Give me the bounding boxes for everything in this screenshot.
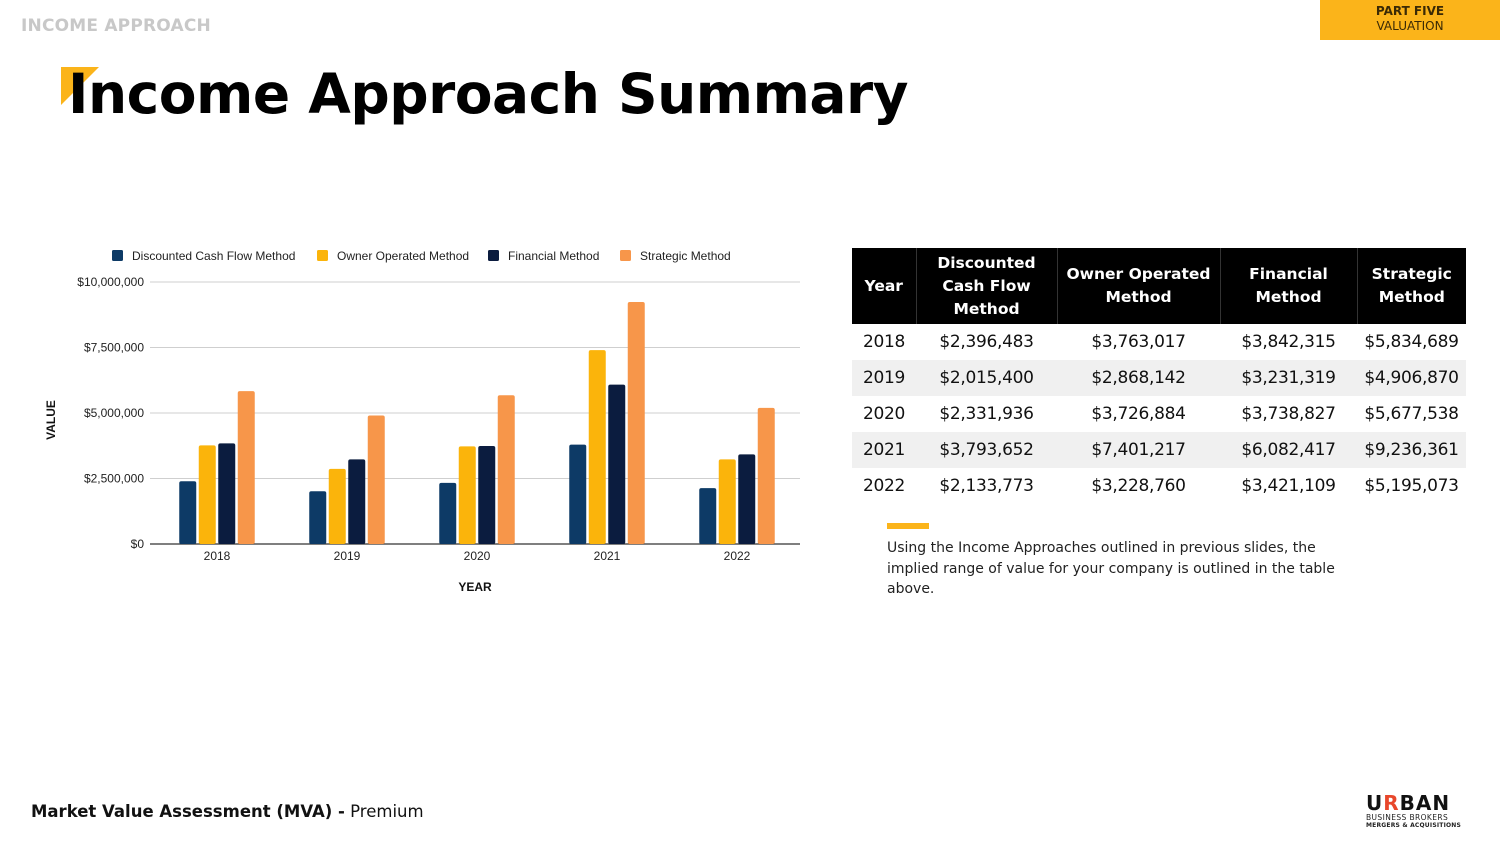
bar-strategic-method-2019 [367,415,385,544]
logo-line2: MERGERS & ACQUISITIONS [1366,822,1462,829]
bar-discounted-cash-flow-method-2018 [179,481,197,544]
note-text: Using the Income Approaches outlined in … [887,540,1335,597]
part-badge: PART FIVE VALUATION [1320,0,1500,40]
cell-value: $3,421,109 [1241,476,1336,496]
y-axis-title: VALUE [44,400,58,440]
x-tick-label: 2020 [464,549,491,563]
bar-owner-operated-method-2018 [198,445,216,544]
cell-value: $4,906,870 [1357,360,1466,396]
table-header-row: Year Discounted Cash Flow Method Owner O… [852,248,1466,324]
y-tick-label: $10,000,000 [77,275,144,289]
bar-owner-operated-method-2022 [718,459,736,544]
bar-discounted-cash-flow-method-2022 [699,488,717,544]
bar-discounted-cash-flow-method-2021 [569,444,587,544]
cell-value: $6,082,417 [1220,432,1357,468]
bar-strategic-method-2020 [497,395,515,544]
y-tick-label: $0 [131,537,145,551]
cell-value: $5,677,538 [1364,404,1459,424]
legend-swatch [317,250,328,261]
bar-financial-method-2018 [218,443,236,544]
table-row: 2021 $3,793,652 $7,401,217 $6,082,417 $9,236… [852,432,1466,468]
cell-value: $3,738,827 [1241,404,1336,424]
bar-discounted-cash-flow-method-2019 [309,491,327,544]
bar-financial-method-2019 [348,459,366,544]
x-tick-label: 2019 [334,549,361,563]
table-row: 2020 $2,331,936 $3,726,884 $3,738,827 $5,677… [852,396,1466,432]
cell-value: $2,868,142 [1057,360,1220,396]
bar-owner-operated-method-2019 [328,468,346,544]
cell-value: $3,842,315 [1241,332,1336,352]
header-strategic: Strategic Method [1356,248,1466,324]
company-logo: URBAN BUSINESS BROKERS MERGERS & ACQUISI… [1366,793,1474,831]
x-tick-label: 2021 [594,549,621,563]
bar-strategic-method-2018 [237,391,255,544]
legend-label: Strategic Method [640,249,731,263]
x-tick-label: 2018 [204,549,231,563]
bar-owner-operated-method-2021 [588,350,606,544]
legend-label: Owner Operated Method [337,249,469,263]
logo-wordmark: URBAN [1366,791,1451,815]
cell-value: $3,228,760 [1091,476,1186,496]
footer: Market Value Assessment (MVA) - Premium [31,802,424,821]
bar-strategic-method-2022 [757,407,775,544]
y-tick-label: $5,000,000 [84,406,144,420]
cell-value: $2,015,400 [916,360,1057,396]
cell-value: $3,231,319 [1220,360,1357,396]
x-axis-title: YEAR [458,580,492,594]
section-label: INCOME APPROACH [21,16,211,36]
y-tick-label: $2,500,000 [84,472,144,486]
cell-value: $9,236,361 [1357,432,1466,468]
chart-bars [179,302,775,544]
bar-discounted-cash-flow-method-2020 [439,482,457,544]
valuation-table: Year Discounted Cash Flow Method Owner O… [852,248,1466,504]
x-tick-label: 2022 [724,549,751,563]
part-sublabel: VALUATION [1376,19,1444,33]
cell-value: $2,331,936 [939,404,1034,424]
header-owner-operated: Owner Operated Method [1056,248,1220,324]
legend-swatch [620,250,631,261]
table-row: 2019 $2,015,400 $2,868,142 $3,231,319 $4,906… [852,360,1466,396]
bar-strategic-method-2021 [627,302,645,544]
bar-financial-method-2021 [608,384,626,544]
part-label: PART FIVE [1375,4,1445,18]
footer-tier: Premium [344,802,424,821]
cell-year: 2018 [862,332,906,352]
footer-title: Market Value Assessment (MVA) - [31,802,345,821]
chart-legend: Discounted Cash Flow Method Owner Operate… [112,249,731,263]
header-dcf: Discounted Cash Flow Method [915,248,1057,324]
bar-owner-operated-method-2020 [458,446,476,544]
cell-value: $3,763,017 [1091,332,1186,352]
cell-value: $5,195,073 [1364,476,1459,496]
page-title: Income Approach Summary [68,62,908,126]
bar-financial-method-2022 [738,454,756,544]
header-year: Year [852,248,916,324]
chart-x-ticks: 2018 2019 2020 2021 2022 [204,549,751,563]
cell-value: $2,133,773 [939,476,1034,496]
table-row: 2022 $2,133,773 $3,228,760 $3,421,109 $5,195… [852,468,1466,504]
table-row: 2018 $2,396,483 $3,763,017 $3,842,315 $5,834… [852,324,1466,360]
cell-value: $3,726,884 [1091,404,1186,424]
legend-label: Discounted Cash Flow Method [132,249,295,263]
legend-swatch [112,250,123,261]
legend-label: Financial Method [508,249,599,263]
bar-chart: Discounted Cash Flow Method Owner Operate… [44,249,800,594]
cell-year: 2021 [852,432,916,468]
cell-value: $2,396,483 [939,332,1034,352]
logo-line1: BUSINESS BROKERS [1366,813,1449,822]
cell-value: $7,401,217 [1057,432,1220,468]
cell-year: 2020 [862,404,906,424]
cell-year: 2022 [862,476,906,496]
cell-value: $5,834,689 [1364,332,1459,352]
bar-financial-method-2020 [478,446,496,544]
cell-value: $3,793,652 [916,432,1057,468]
header-financial: Financial Method [1219,248,1357,324]
note-accent-bar [887,523,929,529]
cell-year: 2019 [852,360,916,396]
title-accent-icon [61,67,99,105]
y-tick-label: $7,500,000 [84,341,144,355]
legend-swatch [488,250,499,261]
